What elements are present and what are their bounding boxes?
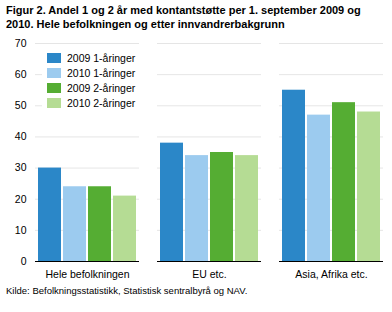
html-text:Kilde: Befolkningsstatistikk,: Kilde: Befolkningsstatistikk, Statistisk… [6,285,248,296]
svg-text:20: 20 [15,193,27,205]
svg-text:50: 50 [15,99,27,111]
svg-text:60: 60 [15,68,27,80]
html-text:Figur 2. Andel 1 og 2 år med k: Figur 2. Andel 1 og 2 år med kontantstøt… [6,4,361,30]
svg-text:40: 40 [15,130,27,142]
html-text:2009 2-åringer: 2009 2-åringer [67,81,136,94]
svg-text:EU etc.: EU etc. [192,268,226,280]
svg-text:Asia, Afrika etc.: Asia, Afrika etc. [295,268,367,280]
svg-text:30: 30 [15,161,27,173]
html-text:2010 2-åringer: 2010 2-åringer [67,96,136,109]
svg-text:Hele befolkningen: Hele befolkningen [45,268,129,280]
html-text:2010 1-åringer: 2010 1-åringer [67,66,136,79]
svg-text:0: 0 [21,255,27,267]
html-text:2009 1-åringer: 2009 1-åringer [67,51,136,64]
svg-text:10: 10 [15,224,27,236]
svg-text:70: 70 [15,37,27,49]
